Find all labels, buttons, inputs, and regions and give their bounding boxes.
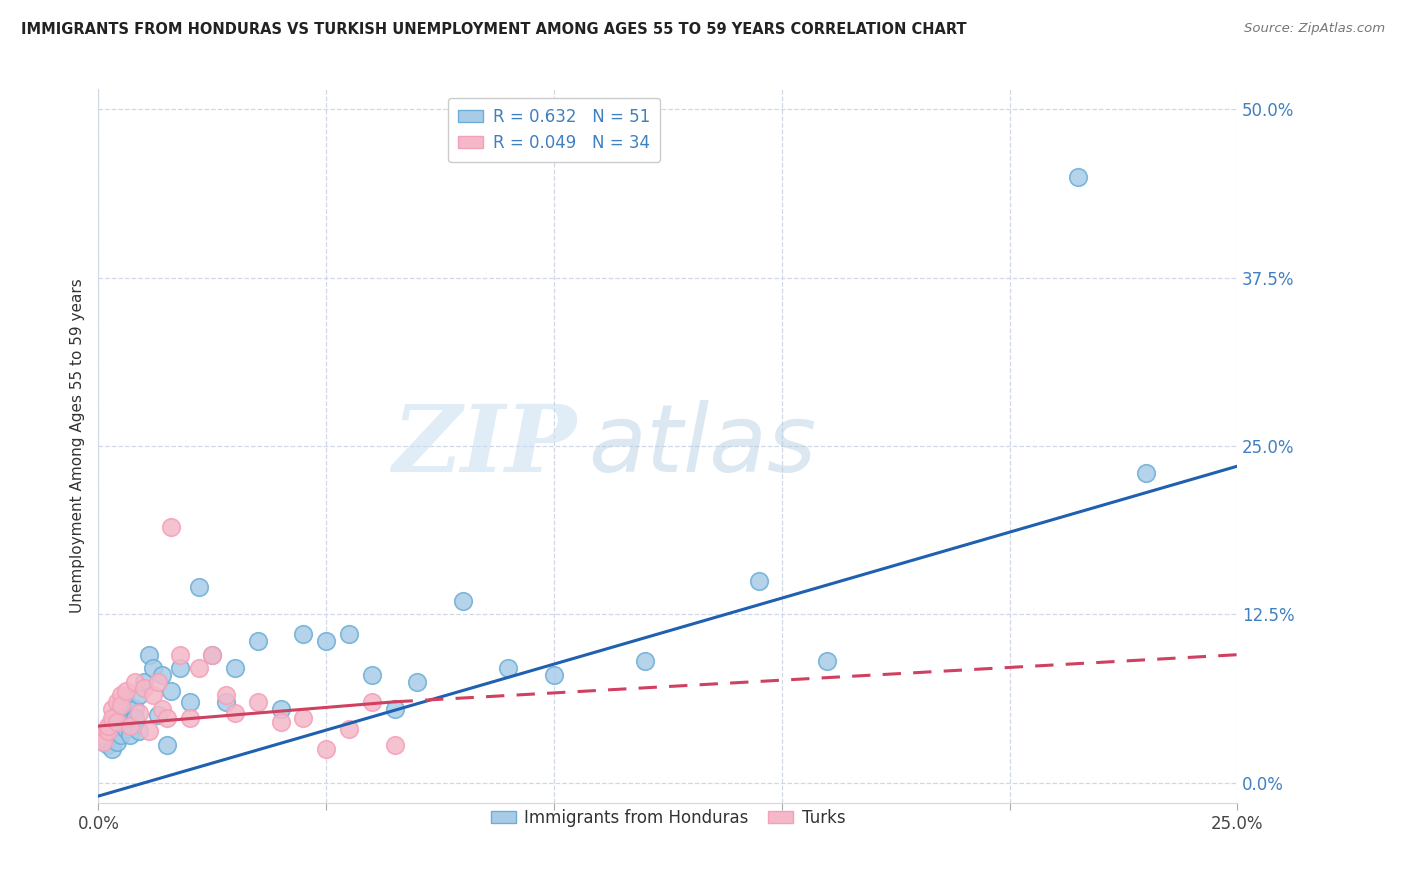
Text: Source: ZipAtlas.com: Source: ZipAtlas.com (1244, 22, 1385, 36)
Point (543, 668, 565, 682)
Point (142, 688, 165, 702)
Point (270, 714, 292, 729)
Point (384, 738, 406, 752)
Point (120, 729, 142, 743)
Point (201, 648, 224, 662)
Point (101, 711, 124, 725)
Point (146, 674, 169, 689)
Point (815, 655, 838, 669)
Legend: Immigrants from Honduras, Turks: Immigrants from Honduras, Turks (484, 803, 852, 834)
Point (132, 674, 155, 689)
Point (96, 724, 118, 739)
Point (105, 735, 128, 749)
Text: IMMIGRANTS FROM HONDURAS VS TURKISH UNEMPLOYMENT AMONG AGES 55 TO 59 YEARS CORRE: IMMIGRANTS FROM HONDURAS VS TURKISH UNEM… (21, 22, 967, 37)
Point (114, 722, 136, 736)
Point (246, 634, 269, 648)
Point (292, 711, 315, 725)
Point (101, 714, 124, 729)
Point (114, 684, 136, 698)
Point (360, 695, 382, 709)
Point (150, 701, 173, 715)
Point (128, 688, 150, 702)
Point (110, 729, 132, 743)
Point (110, 711, 132, 725)
Point (337, 627, 360, 641)
Point (105, 719, 128, 733)
Point (315, 634, 337, 648)
Point (91, 735, 114, 749)
Point (179, 711, 201, 725)
Point (201, 648, 224, 662)
Point (132, 681, 155, 696)
Point (360, 668, 382, 682)
Point (1135, 466, 1157, 480)
Point (215, 688, 238, 702)
Point (110, 698, 132, 712)
Point (120, 719, 142, 733)
Point (224, 661, 246, 675)
Point (406, 674, 429, 689)
Point (246, 695, 269, 709)
Point (101, 701, 124, 715)
Point (138, 648, 160, 662)
Point (498, 661, 520, 675)
Point (187, 661, 209, 675)
Text: atlas: atlas (588, 401, 817, 491)
Point (105, 714, 128, 729)
Text: ZIP: ZIP (392, 401, 576, 491)
Point (91, 729, 114, 743)
Point (128, 706, 150, 720)
Point (215, 695, 238, 709)
Point (105, 708, 128, 723)
Point (120, 714, 142, 729)
Point (96, 738, 118, 752)
Point (160, 520, 183, 534)
Point (110, 688, 132, 702)
Point (160, 684, 183, 698)
Point (96, 722, 118, 736)
Point (384, 701, 406, 715)
Point (156, 738, 179, 752)
Point (146, 708, 169, 723)
Point (187, 580, 209, 594)
Point (156, 711, 179, 725)
Point (451, 594, 474, 608)
Point (91, 729, 114, 743)
Point (124, 701, 146, 715)
Point (337, 722, 360, 736)
Point (96, 719, 118, 733)
Point (101, 724, 124, 739)
Point (128, 724, 150, 739)
Point (110, 701, 132, 715)
Point (169, 648, 191, 662)
Point (634, 655, 657, 669)
Point (748, 574, 770, 588)
Point (169, 661, 191, 675)
Point (124, 711, 146, 725)
Point (1067, 169, 1090, 184)
Point (91, 735, 114, 749)
Point (114, 695, 136, 709)
Point (138, 724, 160, 739)
Point (142, 661, 165, 675)
Point (179, 695, 201, 709)
Point (292, 627, 315, 641)
Point (124, 674, 146, 689)
Y-axis label: Unemployment Among Ages 55 to 59 years: Unemployment Among Ages 55 to 59 years (69, 278, 84, 614)
Point (96, 732, 118, 747)
Point (224, 706, 246, 720)
Point (101, 742, 124, 756)
Point (270, 701, 292, 715)
Point (150, 668, 173, 682)
Point (105, 695, 128, 709)
Point (315, 742, 337, 756)
